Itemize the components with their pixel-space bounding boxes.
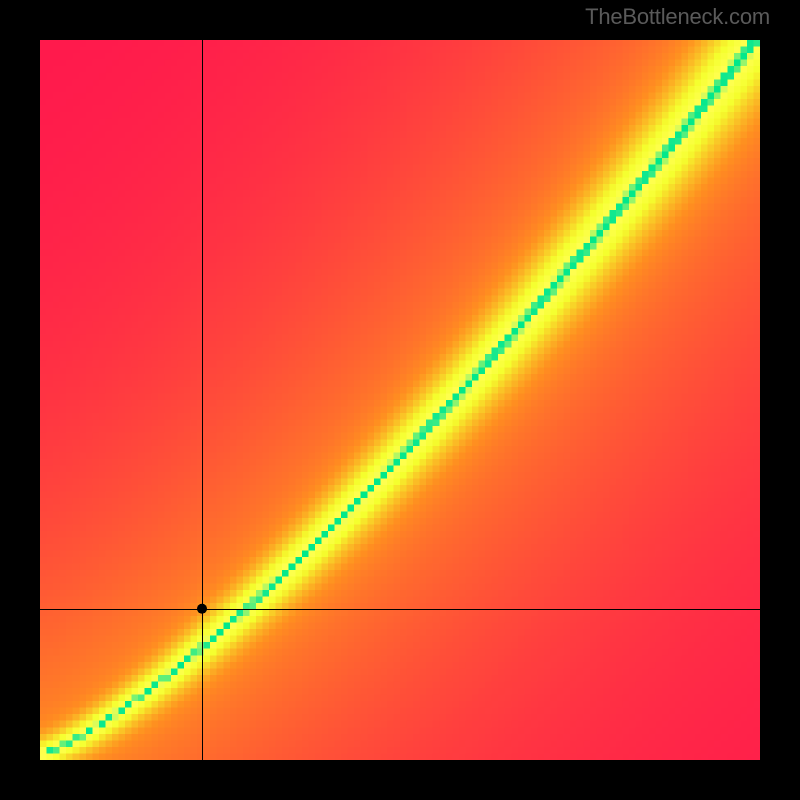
chart-container: TheBottleneck.com: [0, 0, 800, 800]
heatmap-overlay: [40, 40, 760, 760]
attribution-text: TheBottleneck.com: [585, 4, 770, 30]
heatmap-plot-area: [40, 40, 760, 760]
